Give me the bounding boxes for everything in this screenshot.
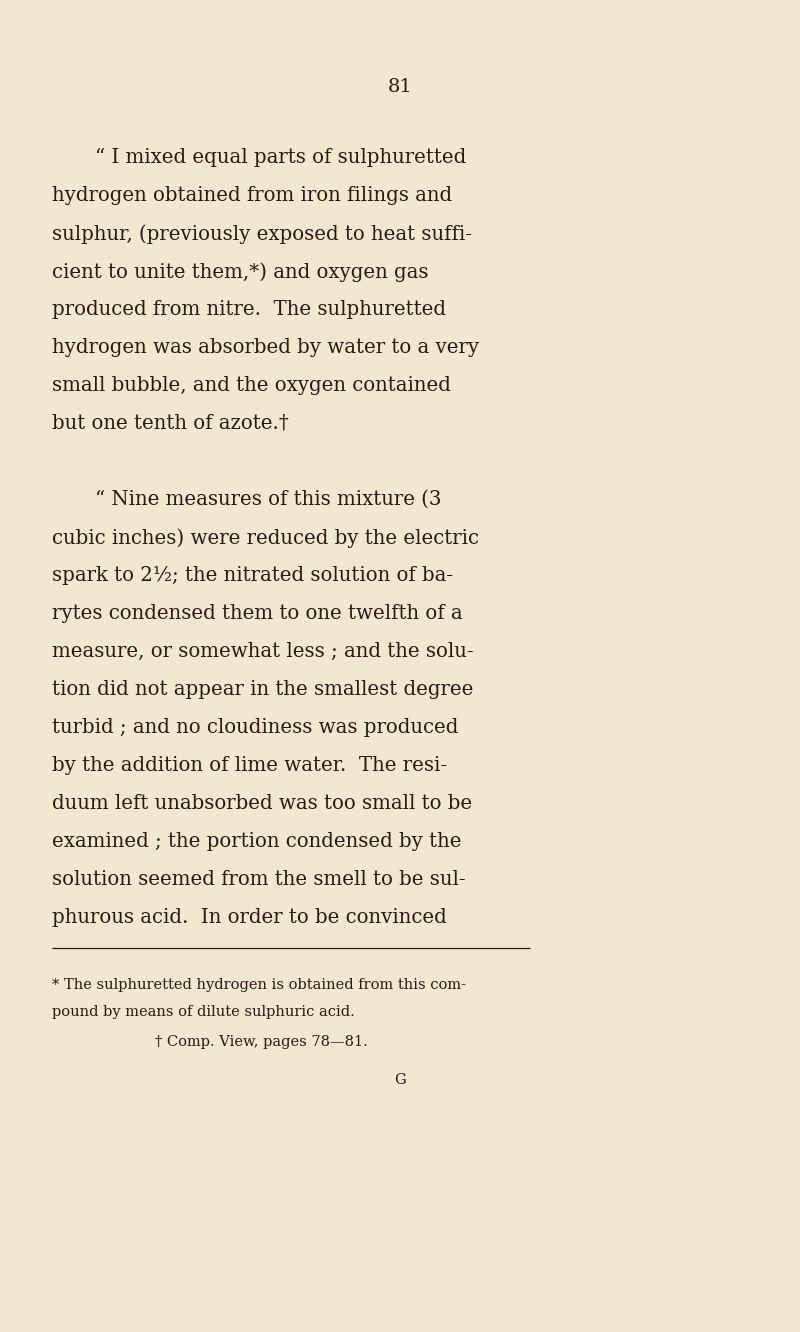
Text: cient to unite them,*) and oxygen gas: cient to unite them,*) and oxygen gas <box>52 262 429 281</box>
Text: examined ; the portion condensed by the: examined ; the portion condensed by the <box>52 832 462 851</box>
Text: produced from nitre.  The sulphuretted: produced from nitre. The sulphuretted <box>52 300 446 318</box>
Text: but one tenth of azote.†: but one tenth of azote.† <box>52 414 289 433</box>
Text: cubic inches) were reduced by the electric: cubic inches) were reduced by the electr… <box>52 527 479 547</box>
Text: duum left unabsorbed was too small to be: duum left unabsorbed was too small to be <box>52 794 472 813</box>
Text: tion did not appear in the smallest degree: tion did not appear in the smallest degr… <box>52 681 474 699</box>
Text: spark to 2½; the nitrated solution of ba-: spark to 2½; the nitrated solution of ba… <box>52 566 453 585</box>
Text: hydrogen was absorbed by water to a very: hydrogen was absorbed by water to a very <box>52 338 479 357</box>
Text: phurous acid.  In order to be convinced: phurous acid. In order to be convinced <box>52 908 446 927</box>
Text: pound by means of dilute sulphuric acid.: pound by means of dilute sulphuric acid. <box>52 1006 354 1019</box>
Text: 81: 81 <box>388 79 412 96</box>
Text: “ Nine measures of this mixture (3: “ Nine measures of this mixture (3 <box>95 490 442 509</box>
Text: solution seemed from the smell to be sul-: solution seemed from the smell to be sul… <box>52 870 466 888</box>
Text: measure, or somewhat less ; and the solu-: measure, or somewhat less ; and the solu… <box>52 642 474 661</box>
Text: G: G <box>394 1074 406 1087</box>
Text: hydrogen obtained from iron filings and: hydrogen obtained from iron filings and <box>52 186 452 205</box>
Text: “ I mixed equal parts of sulphuretted: “ I mixed equal parts of sulphuretted <box>95 148 466 166</box>
Text: small bubble, and the oxygen contained: small bubble, and the oxygen contained <box>52 376 451 396</box>
Text: sulphur, (previously exposed to heat suffi-: sulphur, (previously exposed to heat suf… <box>52 224 472 244</box>
Text: rytes condensed them to one twelfth of a: rytes condensed them to one twelfth of a <box>52 603 462 623</box>
Text: by the addition of lime water.  The resi-: by the addition of lime water. The resi- <box>52 757 447 775</box>
Text: turbid ; and no cloudiness was produced: turbid ; and no cloudiness was produced <box>52 718 458 737</box>
Text: * The sulphuretted hydrogen is obtained from this com-: * The sulphuretted hydrogen is obtained … <box>52 978 466 992</box>
Text: † Comp. View, pages 78—81.: † Comp. View, pages 78—81. <box>155 1035 368 1050</box>
